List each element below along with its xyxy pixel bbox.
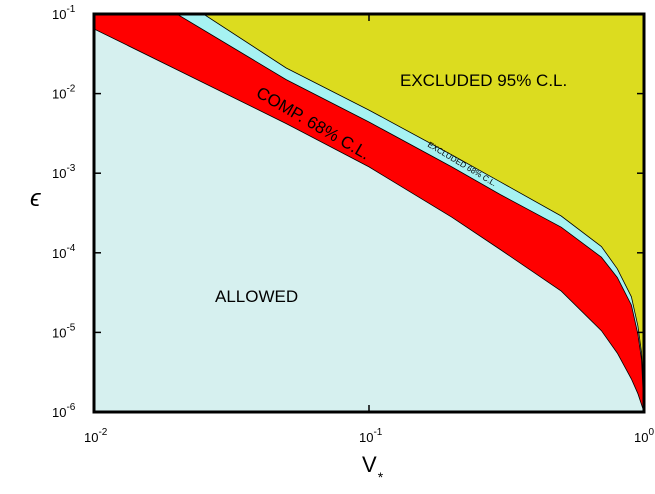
y-tick-label-0: 10-1: [52, 4, 76, 22]
x-tick-label-2: 100: [634, 427, 654, 445]
x-tick-label-1: 10-1: [359, 427, 383, 445]
x-axis-label: V*: [362, 452, 384, 485]
x-axis-ticks: 10-2 10-1 100: [84, 14, 654, 445]
allowed-label: ALLOWED: [215, 287, 298, 306]
x-tick-label-0: 10-2: [84, 427, 108, 445]
y-tick-label-3: 10-4: [52, 243, 76, 261]
excluded-95-label: EXCLUDED 95% C.L.: [400, 71, 567, 90]
y-tick-label-2: 10-3: [52, 163, 76, 181]
y-tick-label-4: 10-5: [52, 322, 76, 340]
y-axis-ticks: 10-1 10-2 10-3 10-4 10-5 10-6: [52, 4, 644, 420]
allowed-region: [94, 28, 644, 412]
y-tick-label-5: 10-6: [52, 402, 76, 420]
y-tick-label-1: 10-2: [52, 84, 76, 102]
y-axis-label: ϵ: [30, 185, 41, 212]
